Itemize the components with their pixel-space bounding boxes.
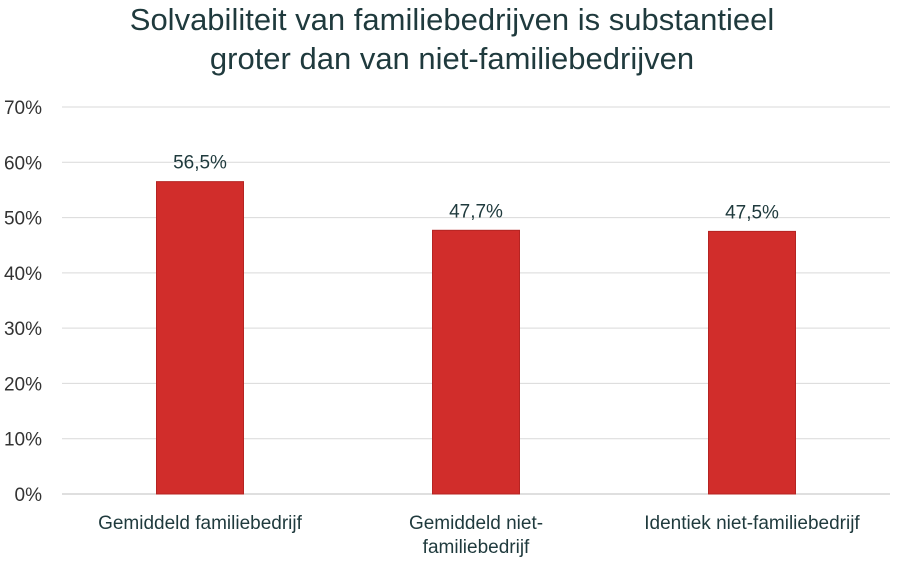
chart-title-line-2: groter dan van niet-familiebedrijven (210, 41, 694, 76)
category-label-3: Identiek niet-familiebedrijf (644, 513, 860, 534)
y-axis-ticks: 0% 10% 20% 30% 40% 50% 60% 70% (4, 98, 42, 506)
y-tick-label: 60% (4, 153, 42, 174)
bar-3 (708, 230, 796, 495)
category-label-1: Gemiddeld familiebedrijf (98, 513, 303, 534)
y-tick-label: 0% (15, 485, 43, 506)
chart-title-line-1: Solvabiliteit van familiebedrijven is su… (130, 2, 774, 37)
y-tick-label: 10% (4, 430, 42, 451)
y-tick-label: 30% (4, 319, 42, 340)
y-tick-label: 40% (4, 264, 42, 285)
y-tick-label: 50% (4, 209, 42, 230)
category-label-2: Gemiddeld niet- (409, 513, 543, 534)
data-label-1: 56,5% (173, 153, 227, 174)
category-label-2: familiebedrijf (423, 537, 530, 558)
data-labels: 56,5% 47,7% 47,5% (173, 153, 779, 224)
bars (156, 181, 796, 495)
y-tick-label: 70% (4, 98, 42, 119)
bar-2 (432, 229, 520, 495)
y-tick-label: 20% (4, 374, 42, 395)
x-axis-categories: Gemiddeld familiebedrijf Gemiddeld niet-f… (98, 513, 860, 558)
data-label-3: 47,5% (725, 202, 779, 223)
data-label-2: 47,7% (449, 201, 503, 222)
chart-title: Solvabiliteit van familiebedrijven is su… (130, 2, 774, 76)
bar-1 (156, 181, 244, 495)
